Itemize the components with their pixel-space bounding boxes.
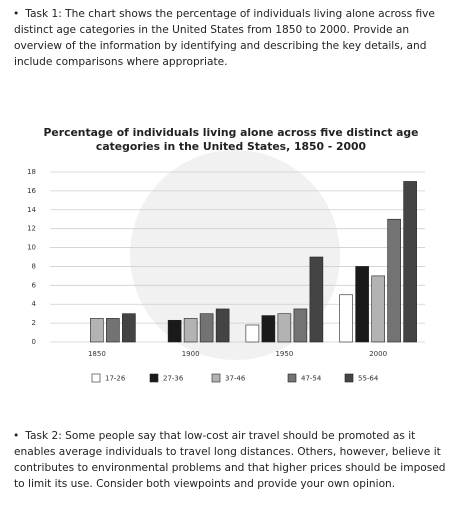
legend-swatch bbox=[149, 373, 159, 383]
task-1: Task 1: The chart shows the percentage o… bbox=[14, 6, 454, 70]
y-tick-label: 8 bbox=[32, 262, 36, 270]
legend-label: 27-36 bbox=[163, 375, 184, 383]
x-tick-label: 1900 bbox=[182, 350, 200, 358]
bar bbox=[387, 218, 401, 343]
y-tick-label: 0 bbox=[32, 338, 36, 346]
legend-label: 55-64 bbox=[358, 375, 379, 383]
y-tick-label: 10 bbox=[27, 244, 36, 252]
bar bbox=[371, 275, 385, 343]
bar bbox=[90, 318, 104, 343]
y-tick-label: 18 bbox=[27, 168, 36, 176]
y-tick-label: 4 bbox=[32, 300, 37, 308]
bar bbox=[167, 319, 182, 343]
bar bbox=[277, 313, 292, 343]
legend-label: 17-26 bbox=[105, 375, 126, 383]
y-tick-label: 6 bbox=[32, 281, 37, 289]
x-tick-label: 1850 bbox=[88, 350, 106, 358]
bar bbox=[106, 318, 120, 343]
task-2-text: Task 2: Some people say that low-cost ai… bbox=[14, 428, 454, 492]
bar bbox=[293, 308, 308, 343]
legend-label: 37-46 bbox=[225, 375, 246, 383]
bar bbox=[122, 313, 136, 343]
legend-label: 47-54 bbox=[301, 375, 322, 383]
legend-swatch bbox=[91, 373, 101, 383]
x-tick-label: 2000 bbox=[369, 350, 387, 358]
watermark bbox=[130, 150, 340, 360]
legend-swatch bbox=[287, 373, 297, 383]
bar bbox=[199, 313, 214, 343]
task-1-text: Task 1: The chart shows the percentage o… bbox=[14, 6, 454, 70]
chart: 0 2 4 6 8 10 12 14 16 18 1850 1900 1950 2000 17-26 27-3… bbox=[27, 150, 425, 383]
legend-swatch bbox=[344, 373, 354, 383]
y-tick-label: 12 bbox=[27, 225, 36, 233]
chart-title: Percentage of individuals living alone a… bbox=[43, 126, 419, 153]
y-tick-label: 16 bbox=[27, 187, 36, 195]
bar bbox=[309, 256, 324, 343]
bar bbox=[183, 318, 198, 343]
bar bbox=[245, 324, 260, 343]
bar bbox=[339, 294, 353, 343]
bar bbox=[403, 181, 417, 343]
legend-swatch bbox=[211, 373, 221, 383]
y-tick-label: 14 bbox=[27, 206, 36, 214]
bar bbox=[215, 308, 230, 343]
bar bbox=[355, 266, 369, 343]
task-2: Task 2: Some people say that low-cost ai… bbox=[14, 428, 454, 492]
y-tick-label: 2 bbox=[32, 319, 36, 327]
x-tick-label: 1950 bbox=[275, 350, 293, 358]
bar bbox=[261, 315, 276, 343]
